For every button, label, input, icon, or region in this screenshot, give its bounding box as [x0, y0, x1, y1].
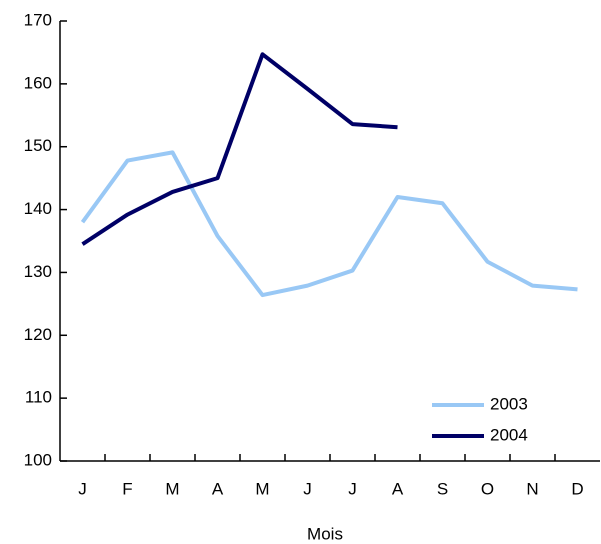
- series-line: [81, 52, 398, 246]
- x-tick-label: N: [526, 479, 538, 498]
- x-tick-label: S: [437, 479, 448, 498]
- y-tick-label: 160: [24, 73, 52, 92]
- x-tick-label: J: [303, 479, 312, 498]
- x-tick-label: J: [348, 479, 357, 498]
- x-tick-label: J: [78, 479, 87, 498]
- series-line: [80, 150, 578, 298]
- x-tick-label: M: [165, 479, 179, 498]
- legend-label: 2003: [490, 394, 528, 413]
- x-tick-label: M: [255, 479, 269, 498]
- y-tick-label: 150: [24, 136, 52, 155]
- y-tick-label: 140: [24, 199, 52, 218]
- x-tick-label: O: [481, 479, 494, 498]
- y-tick-label: 110: [25, 388, 52, 407]
- x-tick-label: D: [571, 479, 583, 498]
- x-tick-label: A: [392, 479, 404, 498]
- legend-label: 2004: [490, 425, 528, 444]
- y-tick-label: 120: [24, 325, 52, 344]
- y-tick-label: 130: [24, 262, 52, 281]
- y-tick-label: 170: [24, 10, 52, 29]
- x-tick-label: F: [122, 479, 132, 498]
- x-axis-label: Mois: [307, 524, 343, 543]
- y-tick-label: 100: [24, 450, 52, 469]
- x-tick-label: A: [212, 479, 224, 498]
